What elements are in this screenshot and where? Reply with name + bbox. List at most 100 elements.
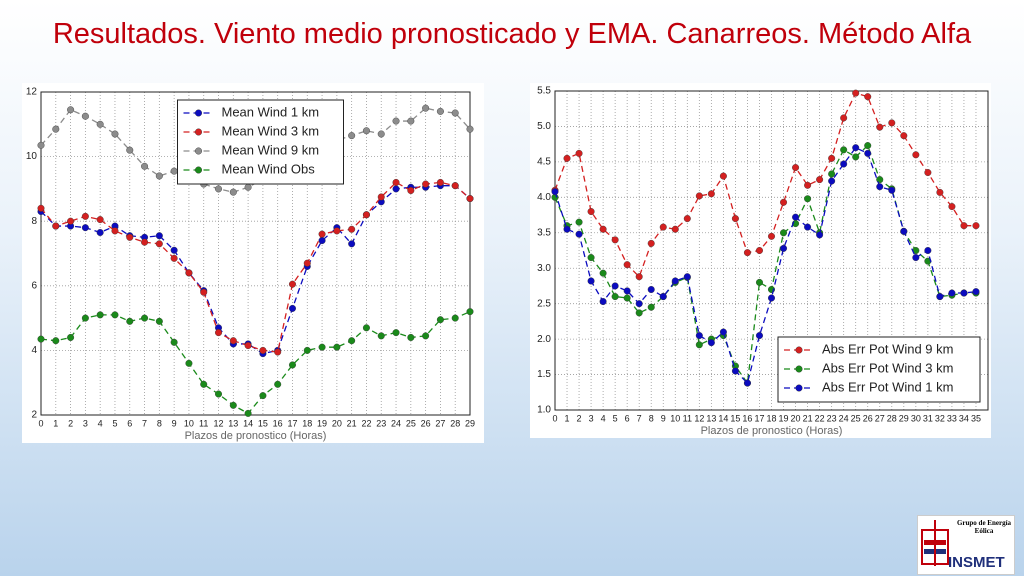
data-point [876,123,884,131]
slide-title: Resultados. Viento medio pronosticado y … [52,18,972,50]
data-point [362,324,370,332]
x-tick-label: 15 [258,418,268,428]
data-point [587,208,595,216]
data-point [52,337,60,345]
data-point [768,294,776,302]
data-point [695,332,703,340]
x-tick-label: 17 [754,413,764,423]
data-point [288,280,296,288]
data-point [575,149,583,157]
legend-marker [194,147,202,155]
y-tick-label: 5.0 [537,121,551,132]
data-point [303,346,311,354]
x-tick-label: 7 [142,418,147,428]
data-point [828,154,836,162]
data-point [563,225,571,233]
y-tick-label: 8 [31,216,37,227]
data-point [229,337,237,345]
legend-label: Abs Err Pot Wind 3 km [822,360,953,375]
legend-marker [194,128,202,136]
x-tick-label: 7 [637,413,642,423]
data-point [215,185,223,193]
data-point [244,183,252,191]
data-point [755,332,763,340]
y-tick-label: 10 [26,151,38,162]
data-point [96,229,104,237]
data-point [362,127,370,135]
data-point [623,287,631,295]
data-point [852,153,860,161]
data-point [96,120,104,128]
data-point [695,341,703,349]
data-point [52,222,60,230]
data-point [126,233,134,241]
x-tick-label: 5 [112,418,117,428]
data-point [828,177,836,185]
y-tick-label: 2.5 [537,298,551,309]
x-tick-label: 28 [450,418,460,428]
data-point [924,169,932,177]
plot-frame [554,90,989,411]
data-point [587,254,595,262]
data-point [900,227,908,235]
data-point [274,380,282,388]
data-point [333,227,341,235]
data-point [348,132,356,140]
data-point [141,314,149,322]
legend-label: Mean Wind 9 km [222,142,320,157]
logo: Grupo de Energía Eólica INSMET [917,515,1015,575]
data-point [200,380,208,388]
data-point [244,409,252,417]
data-point [840,160,848,168]
data-point [683,273,691,281]
x-tick-label: 11 [199,418,208,428]
data-point [215,390,223,398]
data-point [876,183,884,191]
x-tick-label: 19 [317,418,327,428]
x-tick-label: 1 [565,413,570,423]
data-point [318,343,326,351]
x-tick-label: 5 [613,413,618,423]
data-point [599,298,607,306]
x-tick-label: 20 [791,413,801,423]
x-tick-label: 35 [971,413,981,423]
data-point [599,269,607,277]
data-point [392,117,400,125]
legend-label: Mean Wind 1 km [222,104,320,119]
x-tick-label: 13 [228,418,238,428]
data-point [575,218,583,226]
data-point [731,215,739,223]
data-point [392,329,400,337]
data-point [422,332,430,340]
data-point [170,246,178,254]
x-tick-label: 19 [779,413,789,423]
data-point [52,125,60,133]
legend-marker [194,166,202,174]
data-point [792,164,800,172]
data-point [743,379,751,387]
logo-name: INSMET [948,554,1005,571]
x-tick-label: 1 [53,418,58,428]
data-point [780,244,788,252]
data-point [707,190,715,198]
data-point [81,212,89,220]
data-point [318,230,326,238]
data-point [96,216,104,224]
data-point [972,222,980,230]
data-point [170,254,178,262]
logo-group: Grupo de Energía Eólica [956,519,1012,535]
data-point [422,104,430,112]
x-tick-label: 3 [83,418,88,428]
data-point [888,186,896,194]
data-point [288,361,296,369]
x-tick-label: 14 [243,418,253,428]
legend-box [777,336,981,403]
plot-frame [40,91,471,416]
y-tick-label: 4.5 [537,157,551,168]
data-point [392,178,400,186]
x-tick-label: 11 [683,413,692,423]
data-point [611,282,619,290]
data-point [611,293,619,301]
